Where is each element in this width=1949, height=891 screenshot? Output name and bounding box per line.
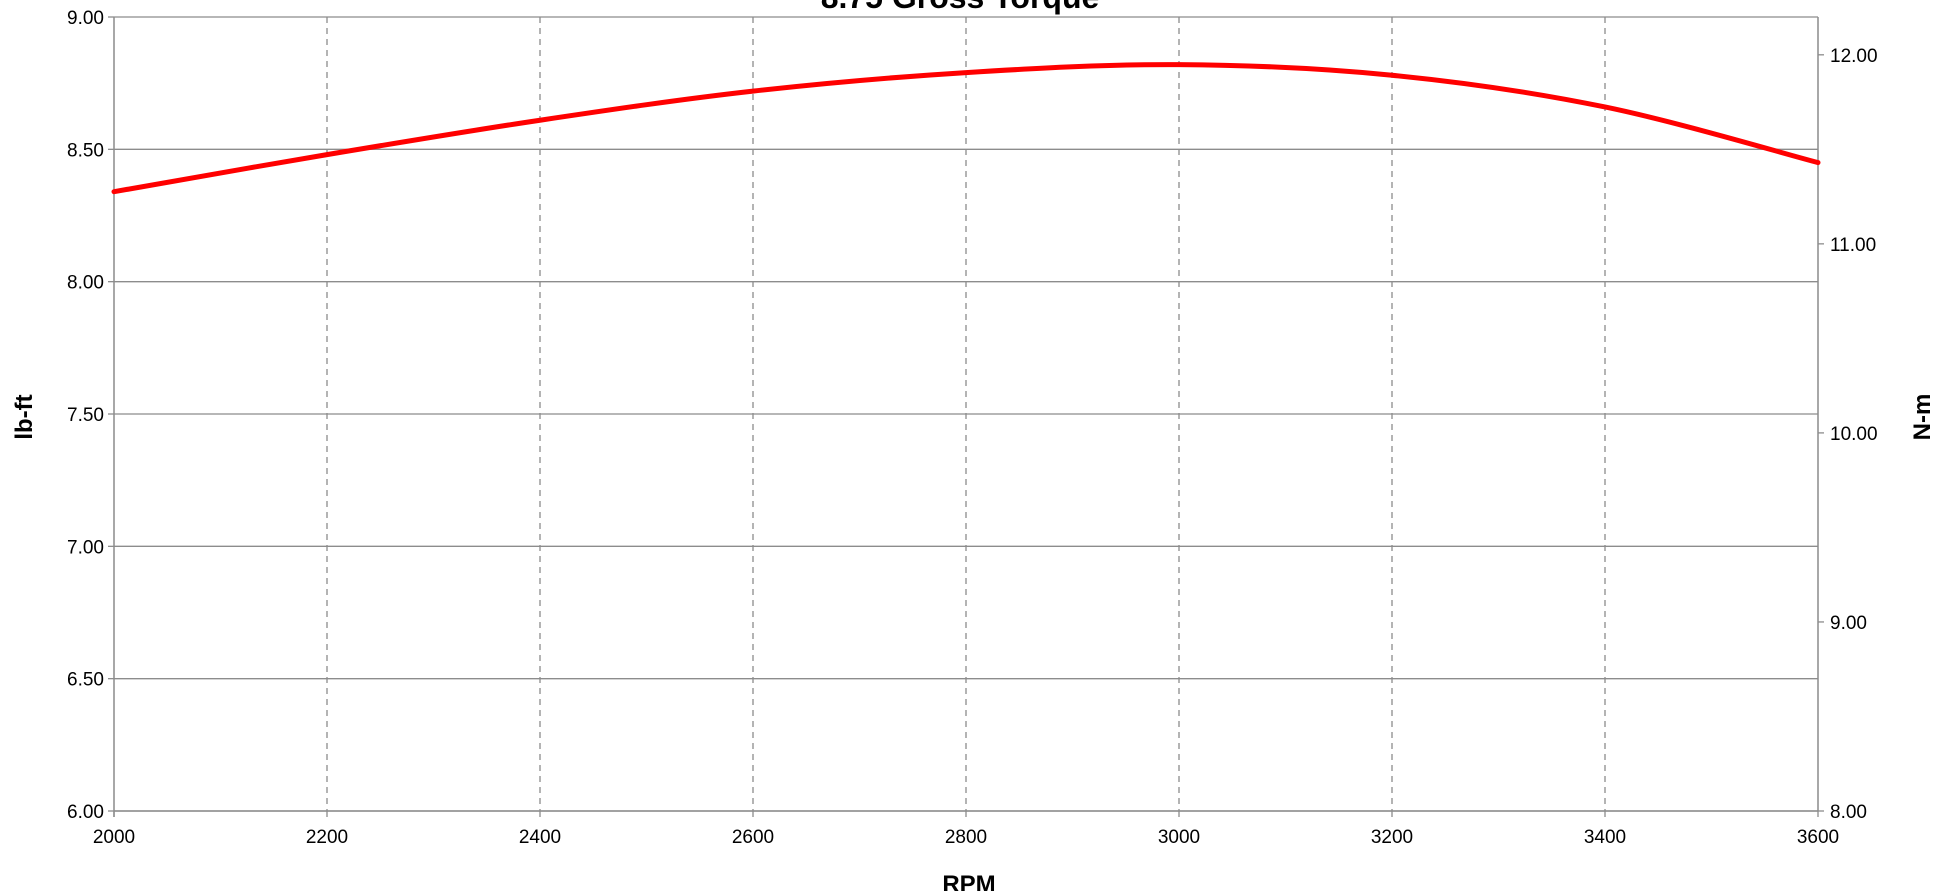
x-tick-label: 2600 [732,827,774,848]
x-tick-label: 3000 [1158,827,1200,848]
x-tick-label: 3600 [1797,827,1839,848]
torque-series-line [111,62,1821,195]
y-tick-label: 8.50 [67,140,104,161]
tick-labels: 6.00 6.50 7.00 7.50 8.00 8.50 9.00 2000 2200 2400… [67,8,1878,848]
x-tick-label: 2400 [519,827,561,848]
x-tick-label: 3200 [1371,827,1413,848]
y2-tick-label: 8.00 [1830,802,1867,823]
x-tick-label: 2200 [306,827,348,848]
x-axis-title: RPM [942,871,995,891]
y2-tick-label: 9.00 [1830,613,1867,634]
y-axis-title: lb-ft [11,394,38,439]
y-tick-label: 9.00 [67,8,104,29]
x-tick-label: 2000 [93,827,135,848]
chart-title: 8.75 Gross Torque [821,0,1100,15]
y-tick-label: 7.00 [67,537,104,558]
y2-tick-label: 11.00 [1830,235,1876,256]
y2-tick-label: 12.00 [1830,46,1878,67]
y-tick-label: 7.50 [67,405,104,426]
axes [108,16,1824,817]
y-tick-label: 6.00 [67,802,104,823]
x-tick-label: 3400 [1584,827,1626,848]
series-layer [111,62,1821,195]
y-tick-label: 8.00 [67,273,104,294]
x-tick-label: 2800 [945,827,987,848]
y-tick-label: 6.50 [67,670,104,691]
y2-axis-title: N-m [1909,394,1936,441]
y2-tick-label: 10.00 [1830,424,1878,445]
grid-lines [114,16,1818,812]
